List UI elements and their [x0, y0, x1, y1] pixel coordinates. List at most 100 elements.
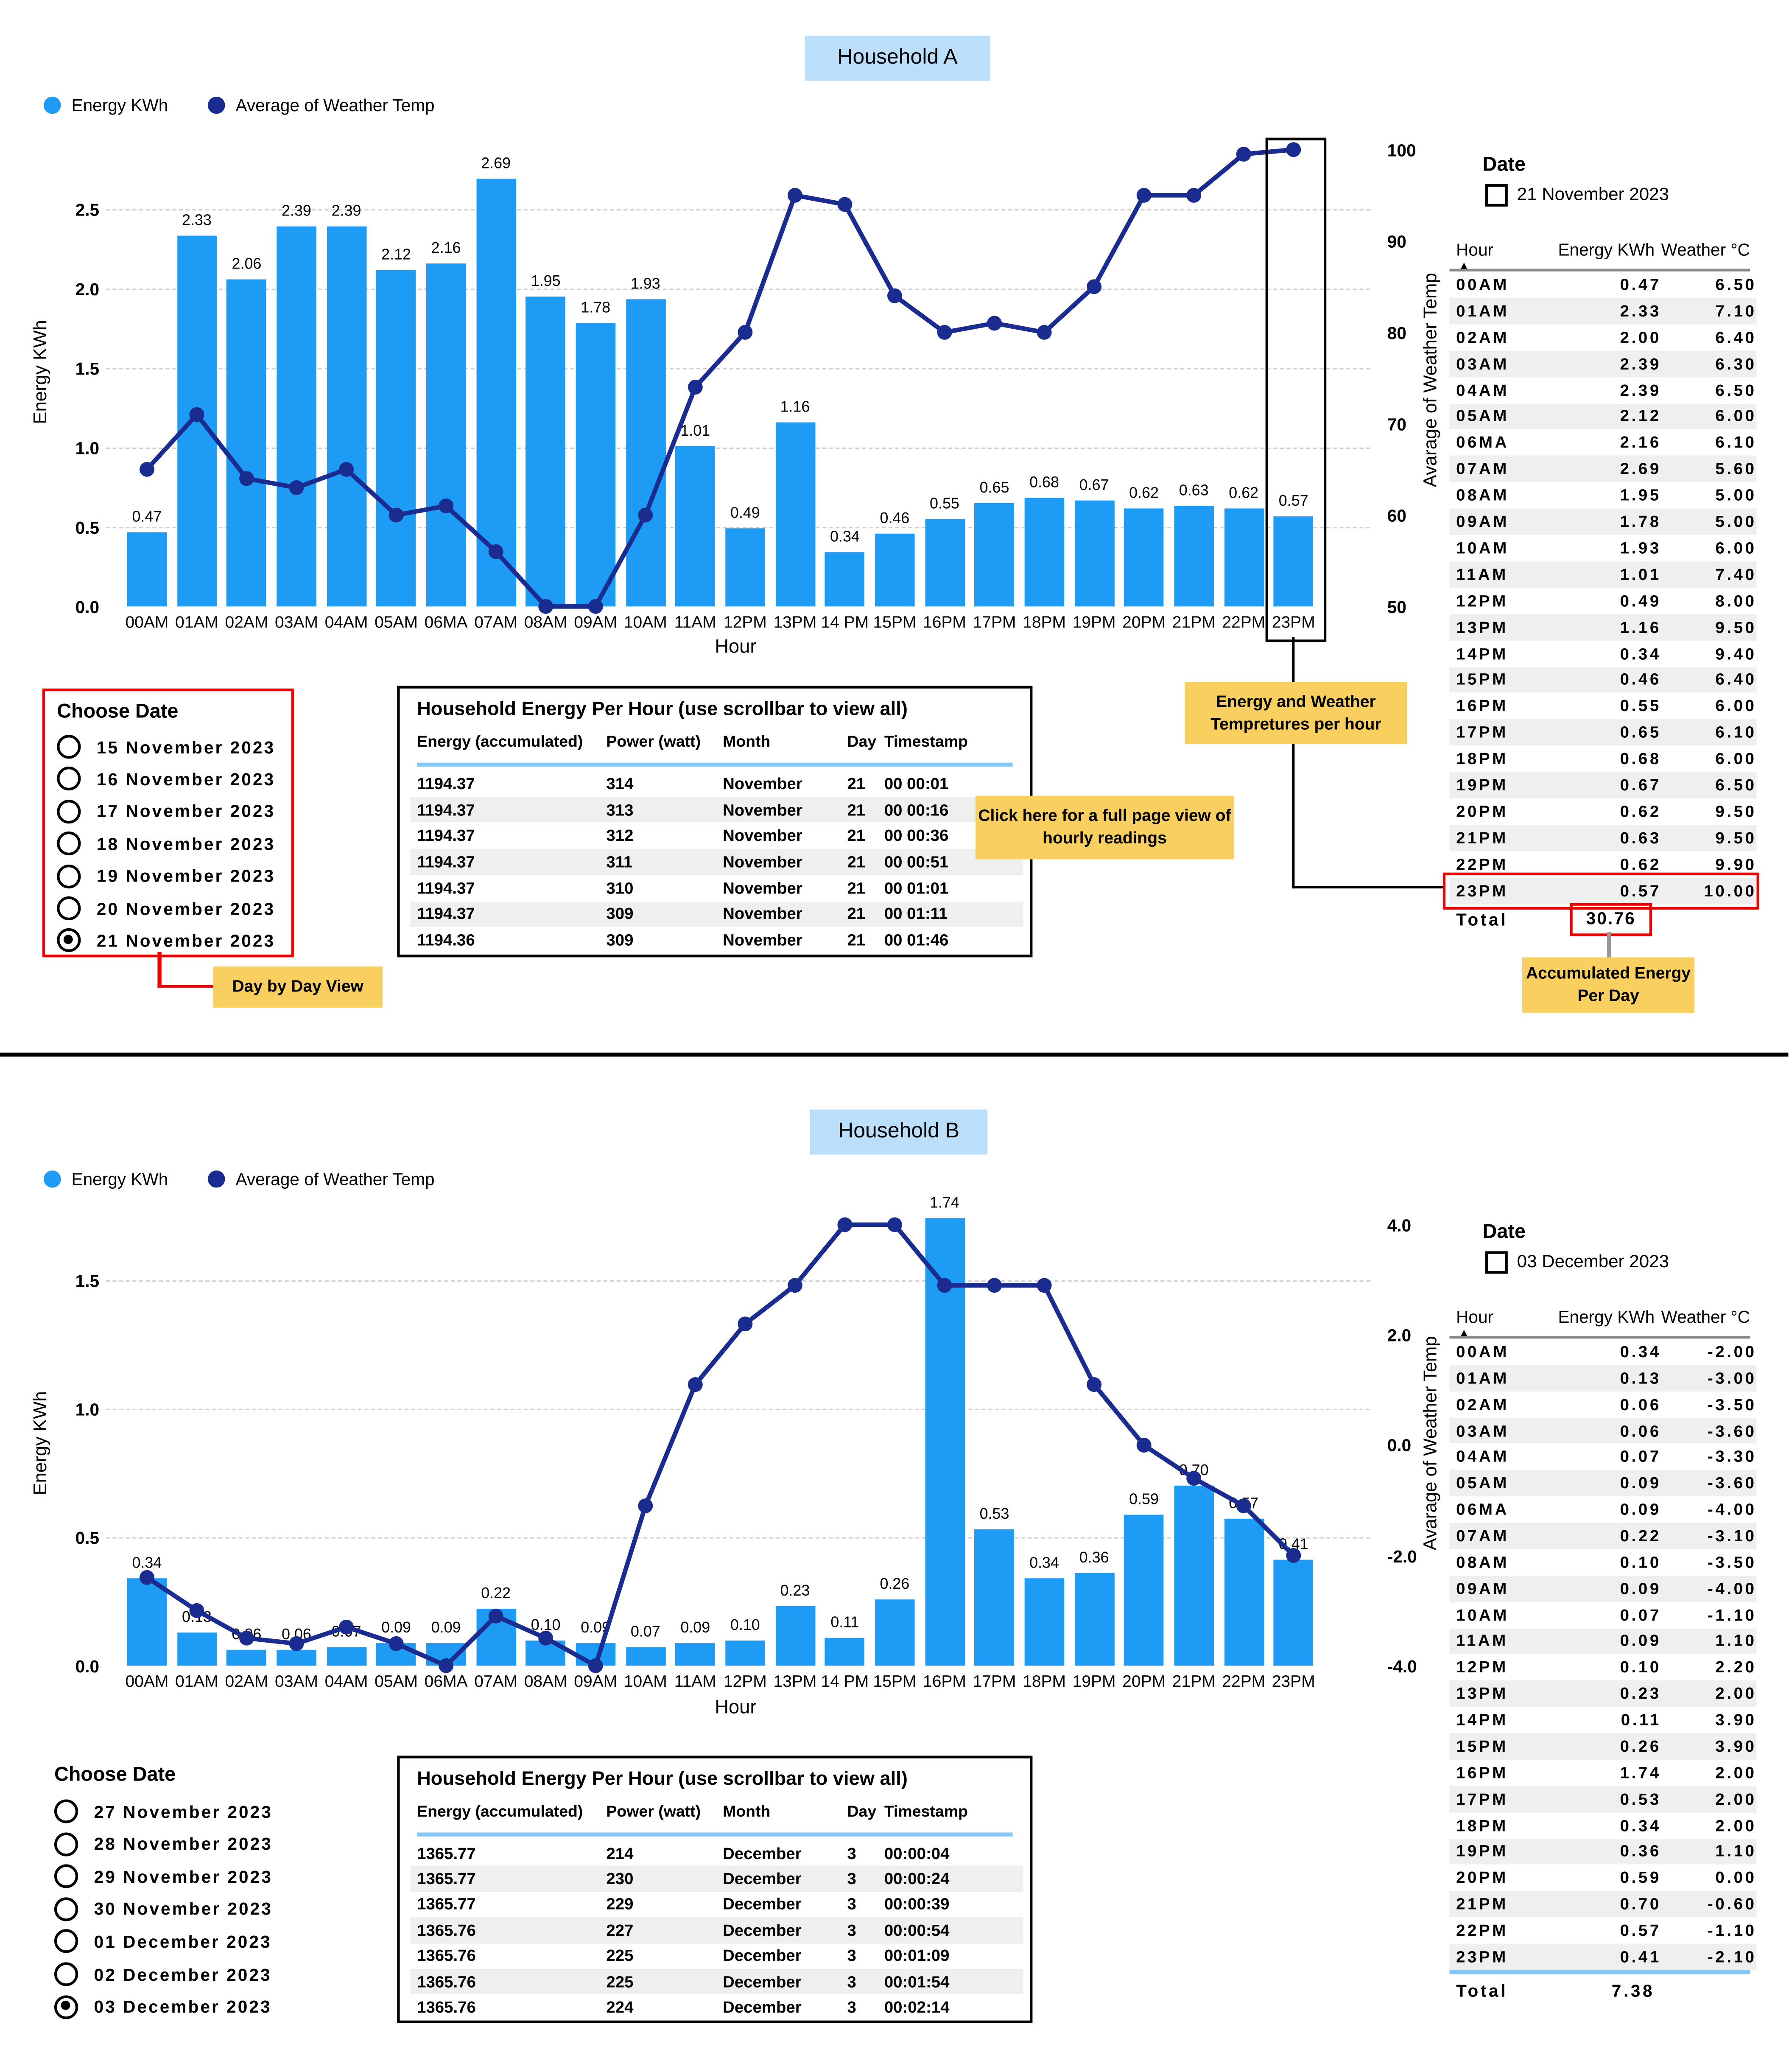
hour-row-03AM[interactable]: 03AM 0.06 -3.60 [1449, 1417, 1757, 1444]
bar-20PM[interactable] [1124, 1514, 1164, 1666]
date-option[interactable]: 30 November 2023 [54, 1897, 273, 1921]
date-option[interactable]: 02 December 2023 [54, 1962, 272, 1986]
xtick-11AM[interactable]: 11AM [674, 1672, 716, 1691]
temp-point-13PM[interactable] [787, 188, 802, 203]
temp-point-12PM[interactable] [738, 1316, 753, 1332]
hour-row-15PM[interactable]: 15PM 0.46 6.40 [1449, 666, 1757, 693]
bar-03AM[interactable] [277, 227, 316, 607]
xtick-12PM[interactable]: 12PM [723, 1672, 767, 1691]
hour-row-06MA[interactable]: 06MA 0.09 -4.00 [1449, 1496, 1756, 1523]
legend-temp-b[interactable]: Average of Weather Temp [207, 1169, 435, 1189]
xtick-17PM[interactable]: 17PM [973, 1672, 1016, 1691]
energy-row[interactable]: 1365.77 230 December 3 00:00:24 [410, 1866, 1023, 1892]
hour-row-07AM[interactable]: 07AM 0.22 -3.10 [1449, 1523, 1757, 1549]
bar-08AM[interactable] [526, 1640, 566, 1666]
xtick-01AM[interactable]: 01AM [175, 613, 218, 632]
energy-row[interactable]: 1194.37 309 November 21 00 01:11 [410, 901, 1023, 927]
bar-19PM[interactable] [1074, 1573, 1114, 1666]
bar-06MA[interactable] [426, 263, 466, 607]
bar-11AM[interactable] [675, 1642, 716, 1666]
hour-row-08AM[interactable]: 08AM 0.10 -3.50 [1449, 1549, 1756, 1575]
xtick-10AM[interactable]: 10AM [623, 613, 667, 632]
xtick-02AM[interactable]: 02AM [225, 613, 268, 632]
xtick-05AM[interactable]: 05AM [375, 613, 418, 632]
date-option[interactable]: 28 November 2023 [54, 1832, 273, 1856]
bar-05AM[interactable] [376, 1642, 416, 1666]
xtick-14PM[interactable]: 14 PM [821, 1672, 869, 1691]
bar-02AM[interactable] [226, 279, 267, 607]
sort-asc-icon[interactable]: ▲ [1459, 259, 1470, 272]
xtick-21PM[interactable]: 21PM [1172, 1672, 1216, 1691]
temp-point-20PM[interactable] [1136, 188, 1152, 203]
hour-row-20PM[interactable]: 20PM 0.59 0.00 [1449, 1865, 1756, 1891]
bar-04AM[interactable] [326, 227, 366, 607]
hour-row-23PM[interactable]: 23PM 0.57 10.00 [1449, 877, 1757, 904]
xtick-15PM[interactable]: 15PM [873, 613, 917, 632]
bar-17PM[interactable] [974, 1529, 1015, 1666]
bar-16PM[interactable] [925, 1218, 964, 1666]
date-option[interactable]: 20 November 2023 [57, 896, 275, 921]
date-option[interactable]: 03 December 2023 [54, 1995, 272, 2019]
energy-row[interactable]: 1194.37 310 November 21 00 01:01 [411, 875, 1023, 901]
temp-point-18PM[interactable] [1037, 325, 1052, 340]
xtick-07AM[interactable]: 07AM [474, 1672, 518, 1691]
xtick-02AM[interactable]: 02AM [225, 1672, 268, 1691]
energy-row[interactable]: 1365.77 229 December 3 00:00:39 [411, 1892, 1023, 1918]
hour-row-22PM[interactable]: 22PM 0.57 -1.10 [1449, 1918, 1756, 1944]
bar-12PM[interactable] [725, 528, 765, 607]
bar-09AM[interactable] [576, 1642, 616, 1666]
xtick-20PM[interactable]: 20PM [1122, 1672, 1166, 1691]
hour-row-09AM[interactable]: 09AM 1.78 5.00 [1449, 508, 1757, 535]
xtick-05AM[interactable]: 05AM [375, 1672, 418, 1691]
xtick-08AM[interactable]: 08AM [524, 1672, 567, 1691]
hour-row-05AM[interactable]: 05AM 2.12 6.00 [1449, 403, 1757, 430]
hour-row-05AM[interactable]: 05AM 0.09 -3.60 [1449, 1470, 1757, 1497]
hour-row-10AM[interactable]: 10AM 1.93 6.00 [1449, 535, 1756, 561]
xtick-01AM[interactable]: 01AM [175, 1672, 218, 1691]
xtick-13PM[interactable]: 13PM [773, 613, 817, 632]
bar-13PM[interactable] [775, 422, 815, 607]
bar-02AM[interactable] [226, 1650, 267, 1666]
temp-point-17PM[interactable] [987, 316, 1002, 331]
date-option[interactable]: 27 November 2023 [54, 1799, 273, 1823]
hour-row-04AM[interactable]: 04AM 2.39 6.50 [1449, 377, 1756, 403]
energy-row[interactable]: 1365.77 214 December 3 00:00:04 [411, 1840, 1023, 1866]
date-option[interactable]: 19 November 2023 [57, 864, 275, 888]
date-option[interactable]: 21 November 2023 [57, 929, 275, 953]
energy-row[interactable]: 1365.76 227 December 3 00:00:54 [410, 1917, 1023, 1943]
xtick-00AM[interactable]: 00AM [125, 1672, 169, 1691]
bar-06MA[interactable] [426, 1642, 466, 1666]
hour-row-16PM[interactable]: 16PM 1.74 2.00 [1449, 1760, 1756, 1786]
hour-row-20PM[interactable]: 20PM 0.62 9.50 [1449, 798, 1756, 825]
temp-point-12PM[interactable] [738, 325, 753, 340]
energy-row[interactable]: 1365.76 225 December 3 00:01:54 [410, 1968, 1023, 1995]
energy-row[interactable]: 1194.37 312 November 21 00 00:36 [411, 823, 1023, 848]
hour-row-17PM[interactable]: 17PM 0.65 6.10 [1449, 719, 1757, 746]
legend-energy[interactable]: Energy KWh [43, 95, 168, 115]
energy-row[interactable]: 1194.36 309 November 21 00 01:46 [411, 927, 1023, 953]
temp-point-11AM[interactable] [688, 1377, 703, 1392]
temp-point-15PM[interactable] [887, 1217, 902, 1232]
hour-row-00AM[interactable]: 00AM 0.47 6.50 [1449, 272, 1756, 298]
temp-point-14PM[interactable] [837, 1217, 853, 1232]
temp-point-21PM[interactable] [1186, 188, 1202, 203]
bar-16PM[interactable] [925, 519, 964, 607]
bar-00AM[interactable] [127, 1578, 167, 1666]
date-option[interactable]: 01 December 2023 [54, 1929, 272, 1954]
xtick-19PM[interactable]: 19PM [1072, 1672, 1116, 1691]
xtick-17PM[interactable]: 17PM [973, 613, 1016, 632]
hour-row-09AM[interactable]: 09AM 0.09 -4.00 [1449, 1575, 1757, 1602]
hour-row-11AM[interactable]: 11AM 1.01 7.40 [1449, 561, 1757, 588]
temp-point-15PM[interactable] [887, 288, 902, 303]
bar-10AM[interactable] [625, 1647, 665, 1666]
hour-row-13PM[interactable]: 13PM 1.16 9.50 [1449, 614, 1757, 641]
bar-10AM[interactable] [625, 300, 665, 607]
temp-point-19PM[interactable] [1087, 1377, 1102, 1392]
xtick-06MA[interactable]: 06MA [424, 613, 468, 632]
xtick-16PM[interactable]: 16PM [923, 1672, 966, 1691]
hour-row-06MA[interactable]: 06MA 2.16 6.10 [1449, 429, 1756, 456]
xtick-04AM[interactable]: 04AM [324, 613, 368, 632]
hour-row-17PM[interactable]: 17PM 0.53 2.00 [1449, 1786, 1757, 1812]
bar-15PM[interactable] [875, 1599, 915, 1666]
temp-point-19PM[interactable] [1087, 279, 1102, 294]
